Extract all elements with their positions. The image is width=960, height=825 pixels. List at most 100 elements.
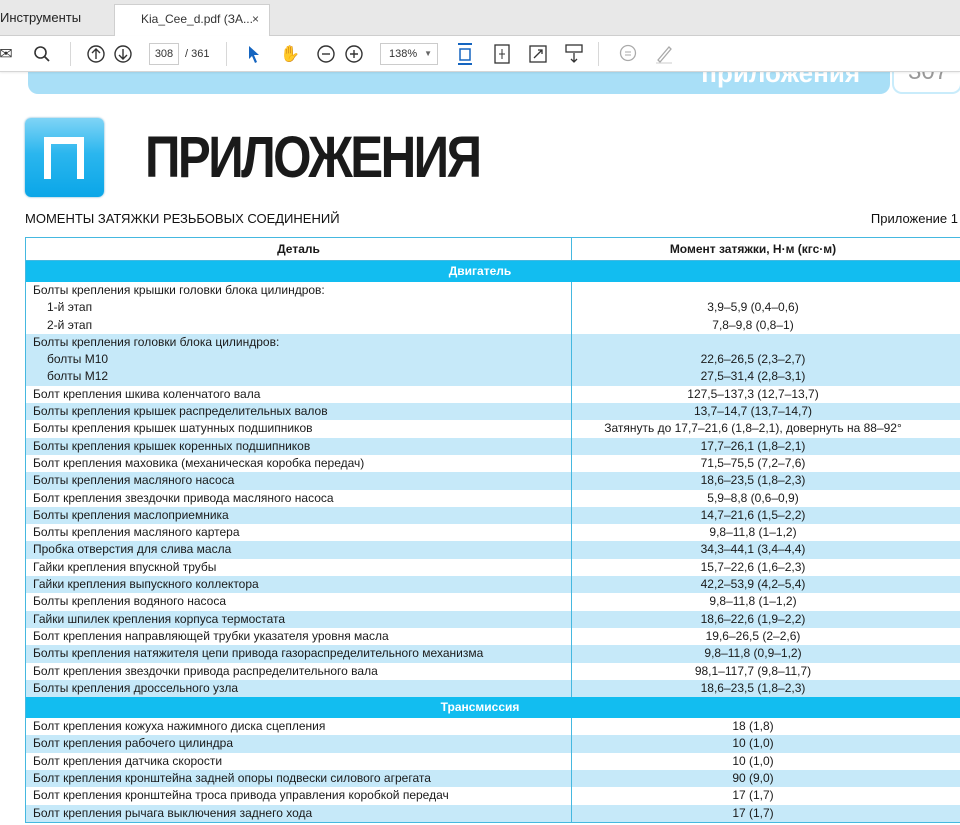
zoom-out-icon[interactable] [316, 44, 336, 64]
torque-value: 7,8–9,8 (0,8–1) [712, 317, 794, 332]
torque-value: 9,8–11,8 (1–1,2) [709, 594, 797, 609]
torque-cell: 98,1–117,7 (9,8–11,7) [572, 663, 960, 680]
fit-width-icon[interactable] [455, 43, 475, 65]
zoom-select[interactable]: 138% ▼ [380, 43, 438, 65]
torque-value: 22,6–26,5 (2,3–2,7) [700, 352, 806, 367]
torque-cell: 90 (9,0) [572, 770, 960, 787]
part-cell: Болты крепления натяжителя цепи привода … [26, 645, 572, 663]
column-header-part: Деталь [26, 238, 572, 260]
part-name: Болт крепления шкива коленчатого вала [33, 386, 261, 401]
table-row: Болт крепления рычага выключения заднего… [26, 804, 960, 822]
table-row: Болты крепления головки блока цилиндров:… [26, 333, 960, 386]
hand-tool-icon[interactable]: ✋ [280, 46, 300, 63]
part-cell: Болт крепления кронштейна задней опоры п… [26, 770, 572, 788]
table-row: Болты крепления водяного насоса 9,8–11,8 … [26, 593, 960, 611]
torque-value: 42,2–53,9 (4,2–5,4) [700, 577, 806, 592]
part-name: Болты крепления натяжителя цепи привода … [33, 646, 484, 661]
table-row: Болт крепления маховика (механическая ко… [26, 454, 960, 473]
torque-value: 18,6–23,5 (1,8–2,3) [700, 473, 806, 488]
table-row: Болты крепления маслоприемника 14,7–21,6 … [26, 506, 960, 525]
select-cursor-icon[interactable] [244, 44, 264, 64]
part-name: Гайки крепления выпускного коллектора [33, 577, 259, 592]
torque-cell: 18 (1,8) [572, 718, 960, 735]
torque-value: 15,7–22,6 (1,6–2,3) [700, 559, 806, 574]
part-cell: Гайки крепления впускной трубы [26, 558, 572, 577]
torque-value: 19,6–26,5 (2–2,6) [705, 628, 801, 643]
sub-part-name: 1-й этап [47, 300, 93, 315]
next-page-icon[interactable] [113, 44, 133, 64]
fit-page-icon[interactable] [492, 44, 512, 64]
part-name: Гайки крепления впускной трубы [33, 559, 217, 574]
torque-cell: 42,2–53,9 (4,2–5,4) [572, 576, 960, 593]
part-name: Болт крепления кожуха нажимного диска сц… [33, 719, 326, 734]
torque-cell: 18,6–23,5 (1,8–2,3) [572, 472, 960, 489]
torque-value: 27,5–31,4 (2,8–3,1) [700, 369, 806, 384]
highlight-pen-icon[interactable] [654, 44, 674, 64]
section-header: Двигатель [26, 261, 960, 282]
table-header: Деталь Момент затяжки, Н·м (кгс·м) [26, 238, 960, 261]
comment-icon[interactable] [618, 44, 638, 64]
table-row: Болт крепления направляющей трубки указа… [26, 627, 960, 646]
part-cell: Болты крепления крышек коренных подшипни… [26, 437, 572, 455]
table-row: Болты крепления дроссельного узла 18,6–23… [26, 679, 960, 698]
torque-cell: 15,7–22,6 (1,6–2,3) [572, 559, 960, 576]
torque-cell: 10 (1,0) [572, 735, 960, 752]
part-name: Болты крепления крышек шатунных подшипни… [33, 421, 313, 436]
part-cell: Болт крепления рычага выключения заднего… [26, 804, 572, 822]
table-row: Болт крепления шкива коленчатого вала 127… [26, 385, 960, 404]
part-name: Болты крепления масляного насоса [33, 473, 235, 488]
torque-value: 17 (1,7) [732, 788, 774, 803]
table-row: Пробка отверстия для слива масла 34,3–44,… [26, 541, 960, 559]
torque-value: 5,9–8,8 (0,6–0,9) [707, 490, 799, 505]
part-name: Болт крепления рабочего цилиндра [33, 736, 233, 751]
search-icon[interactable] [32, 44, 52, 64]
full-screen-icon[interactable] [528, 44, 548, 64]
part-name: Болты крепления водяного насоса [33, 594, 227, 609]
table-title: МОМЕНТЫ ЗАТЯЖКИ РЕЗЬБОВЫХ СОЕДИНЕНИЙ [25, 211, 340, 226]
torque-value: 3,9–5,9 (0,4–0,6) [707, 300, 799, 315]
torque-value: 17,7–26,1 (1,8–2,1) [700, 438, 806, 453]
read-mode-icon[interactable] [564, 44, 584, 64]
torque-value: 90 (9,0) [732, 771, 774, 786]
part-cell: Болт крепления направляющей трубки указа… [26, 627, 572, 646]
close-icon[interactable]: × [251, 12, 259, 26]
part-cell: Болты крепления масляного картера [26, 524, 572, 542]
part-name: Болт крепления маховика (механическая ко… [33, 455, 365, 470]
torque-cell: 10 (1,0) [572, 753, 960, 770]
page-number-input[interactable]: 308 [149, 43, 179, 65]
torque-value: 17 (1,7) [732, 805, 774, 820]
torque-cell: 17 (1,7) [572, 787, 960, 804]
tab-tools[interactable]: Инструменты [0, 10, 82, 25]
page-title: ПРИЛОЖЕНИЯ [145, 125, 482, 190]
torque-value: 9,8–11,8 (0,9–1,2) [704, 646, 802, 661]
table-row: Болт крепления рабочего цилиндра 10 (1,0) [26, 735, 960, 753]
part-name: Гайки шпилек крепления корпуса термостат… [33, 611, 286, 626]
torque-cell: 9,8–11,8 (0,9–1,2) [572, 645, 960, 662]
tab-bar: Инструменты Kia_Cee_d.pdf (ЗА... × [0, 0, 960, 37]
torque-value: 13,7–14,7 (13,7–14,7) [693, 404, 813, 419]
mail-icon[interactable]: ✉ [0, 46, 13, 63]
tab-document[interactable]: Kia_Cee_d.pdf (ЗА... × [114, 4, 270, 37]
torque-value: 10 (1,0) [732, 736, 774, 751]
tab-document-label: Kia_Cee_d.pdf (ЗА... [141, 12, 253, 26]
zoom-in-icon[interactable] [344, 44, 364, 64]
table-row: Болты крепления масляного картера 9,8–11,… [26, 524, 960, 542]
chevron-down-icon: ▼ [424, 49, 432, 58]
table-row: Гайки крепления впускной трубы 15,7–22,6 … [26, 558, 960, 577]
sub-part-name: болты М12 [47, 369, 109, 384]
torque-value: 18,6–22,6 (1,9–2,2) [700, 611, 806, 626]
torque-cell: 14,7–21,6 (1,5–2,2) [572, 507, 960, 524]
zoom-value: 138% [389, 48, 418, 60]
part-cell: Болт крепления шкива коленчатого вала [26, 385, 572, 404]
toolbar: ✉ 308 / 361 ✋ 138% ▼ [0, 36, 960, 72]
torque-value: 9,8–11,8 (1–1,2) [709, 525, 797, 540]
table-row: Болт крепления датчика скорости 10 (1,0) [26, 752, 960, 771]
part-cell: Болт крепления звездочки привода распред… [26, 662, 572, 680]
torque-cell: 18,6–23,5 (1,8–2,3) [572, 680, 960, 697]
table-row: Болт крепления кронштейна задней опоры п… [26, 770, 960, 788]
part-name: Болты крепления масляного картера [33, 525, 240, 540]
prev-page-icon[interactable] [86, 44, 106, 64]
divider [226, 42, 227, 66]
torque-cell: 71,5–75,5 (7,2–7,6) [572, 455, 960, 472]
part-cell: Болт крепления датчика скорости [26, 752, 572, 771]
